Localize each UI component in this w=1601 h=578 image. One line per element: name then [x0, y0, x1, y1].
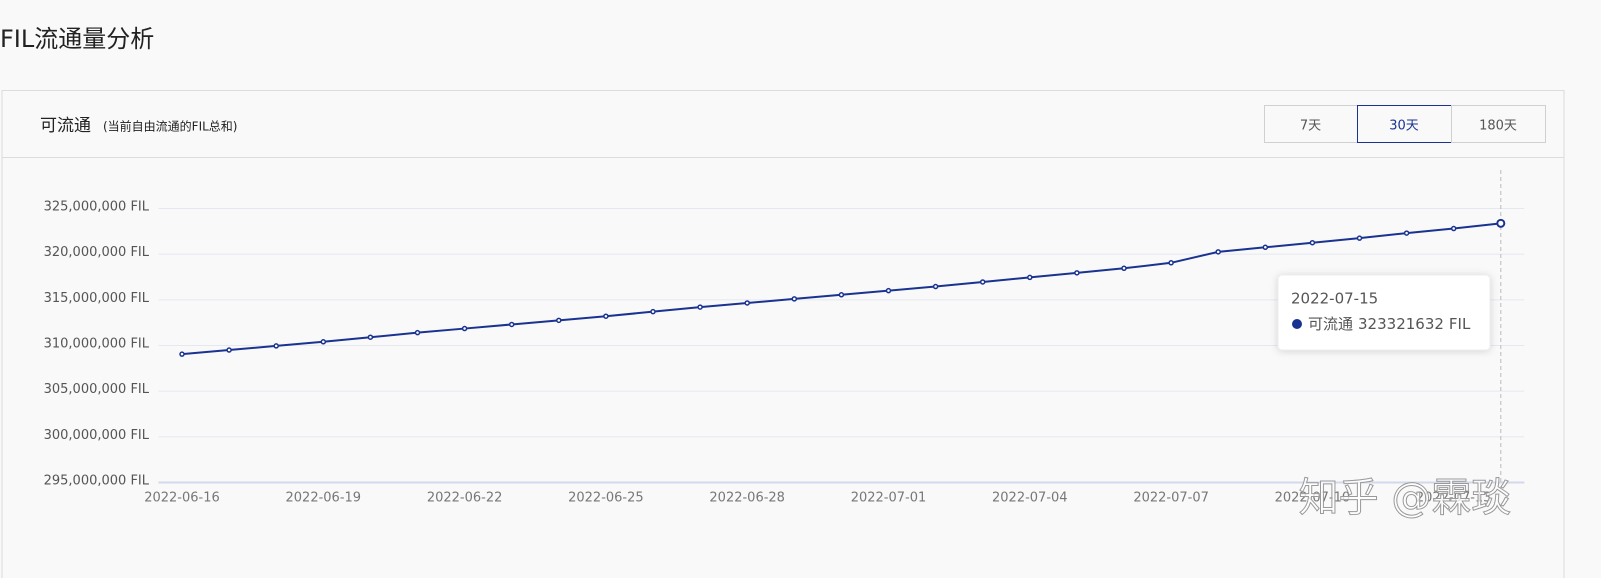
range-tab[interactable] — [1264, 105, 1358, 143]
data-point — [932, 283, 939, 290]
x-tick-label: 2022-06-19 — [286, 491, 362, 506]
x-tick-label: 2022-06-28 — [709, 491, 785, 506]
tooltip-part: 323321632 — [1358, 315, 1444, 333]
data-point — [1215, 249, 1221, 255]
y-tick-label: 325,000,000 FIL — [44, 200, 150, 215]
tooltip-box — [1277, 274, 1491, 351]
y-tick-label: 310,000,000 FIL — [44, 337, 150, 352]
tooltip-marker — [1292, 319, 1302, 329]
data-point — [1121, 265, 1127, 272]
y-tick-label: 320,000,000 FIL — [44, 245, 150, 260]
tooltip-date: 2022-07-15 — [1291, 290, 1378, 308]
data-point — [273, 343, 279, 349]
tooltip-text: 可流通 323321632 FIL — [1308, 315, 1471, 333]
data-point — [367, 334, 374, 340]
data-point — [791, 296, 798, 302]
x-tick-label: 2022-06-25 — [568, 491, 644, 506]
page-title: FIL流通量分析 — [0, 25, 154, 53]
plot: 295,000,000 FIL 300,000,000 FIL 305,000,00… — [44, 170, 1525, 506]
data-point — [1496, 218, 1506, 228]
x-tick-label: 2022-06-16 — [144, 491, 220, 506]
range-tab[interactable] — [1451, 105, 1546, 143]
x-tick-label: 2022-06-22 — [427, 491, 503, 506]
data-point — [1450, 225, 1457, 232]
tooltip-part: FIL — [1449, 315, 1471, 333]
y-tick-label: 315,000,000 FIL — [44, 291, 150, 306]
x-tick-label: 2022-07-07 — [1133, 491, 1209, 506]
x-tick-label: 2022-07-01 — [851, 491, 927, 506]
range-tab[interactable] — [1357, 105, 1452, 143]
x-tick-label: 2022-07-13 — [1416, 491, 1492, 506]
range-tabs: 7天 30天 180天 — [1264, 105, 1546, 143]
data-point — [1403, 230, 1410, 236]
x-tick-label: 2022-07-04 — [992, 491, 1068, 506]
data-point — [885, 287, 892, 294]
data-point — [838, 292, 845, 298]
y-tick-label: 295,000,000 FIL — [44, 474, 150, 489]
data-point — [179, 351, 185, 357]
x-tick-label: 2022-07-10 — [1275, 491, 1351, 506]
data-point — [744, 300, 750, 306]
panel-subtitle: (当前自由流通的FIL总和) — [103, 119, 238, 134]
data-point — [1262, 244, 1269, 251]
data-point — [508, 321, 515, 328]
data-point — [1356, 235, 1363, 241]
data-point — [650, 308, 656, 315]
data-point — [979, 279, 986, 285]
data-point — [1074, 270, 1080, 276]
data-point — [1309, 239, 1316, 246]
data-point — [603, 313, 609, 319]
y-tick-label: 300,000,000 FIL — [44, 428, 150, 443]
data-point — [556, 317, 562, 324]
range-tab-label[interactable]: 180天 — [1479, 119, 1517, 134]
tooltip-part: 可流通 — [1308, 315, 1353, 333]
data-point — [1168, 260, 1174, 266]
range-tab-label[interactable]: 30天 — [1389, 119, 1419, 134]
data-point — [461, 325, 468, 332]
y-tick-label: 305,000,000 FIL — [44, 382, 150, 397]
range-tab-label[interactable]: 7天 — [1300, 119, 1321, 134]
tooltip: 2022-07-15 可流通 323321632 FIL — [1277, 274, 1491, 351]
data-point — [1027, 274, 1033, 281]
data-point — [697, 304, 703, 310]
data-point — [226, 347, 232, 353]
panel-title: 可流通 — [40, 116, 91, 136]
data-point — [414, 329, 421, 336]
watermark: 知乎 @霖琰 — [1299, 475, 1512, 521]
data-point — [320, 339, 327, 345]
